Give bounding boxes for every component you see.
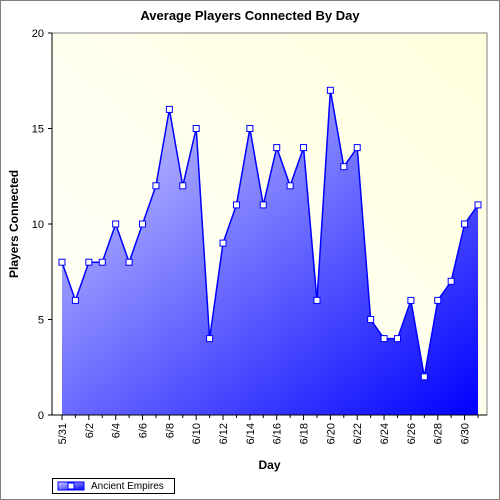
- data-point: [259, 201, 267, 209]
- data-point: [219, 239, 227, 247]
- x-tick-label: 6/22: [352, 423, 364, 444]
- data-point: [474, 201, 482, 209]
- data-point: [125, 258, 133, 266]
- y-tick-label: 10: [32, 219, 44, 231]
- data-point: [192, 125, 200, 132]
- data-point: [407, 296, 415, 304]
- data-point: [206, 335, 214, 343]
- x-tick-label: 5/31: [57, 423, 69, 444]
- data-point: [420, 373, 428, 381]
- data-point: [367, 316, 375, 323]
- data-point: [273, 144, 281, 152]
- chart-title: Average Players Connected By Day: [140, 8, 360, 23]
- y-tick-label: 0: [38, 410, 44, 422]
- data-point: [434, 296, 442, 304]
- data-point: [112, 220, 120, 228]
- data-point: [71, 296, 79, 304]
- x-tick-label: 6/24: [379, 423, 391, 444]
- data-point: [98, 258, 106, 266]
- legend-swatch: [57, 481, 85, 491]
- x-axis-label: Day: [258, 458, 280, 472]
- x-tick-label: 6/26: [406, 423, 418, 444]
- x-tick-label: 6/4: [111, 423, 123, 438]
- data-point: [232, 201, 240, 209]
- data-point: [139, 220, 147, 228]
- x-tick-label: 6/14: [245, 423, 257, 444]
- legend-label: Ancient Empires: [91, 480, 164, 492]
- y-tick-label: 15: [32, 124, 44, 136]
- y-tick-label: 20: [32, 28, 44, 40]
- x-tick-label: 6/12: [218, 423, 230, 444]
- data-point: [326, 86, 334, 94]
- data-point: [447, 277, 455, 285]
- x-tick-label: 6/16: [272, 423, 284, 444]
- y-axis-label: Players Connected: [7, 170, 21, 278]
- series-area-ancient-empires: [62, 90, 478, 416]
- data-point: [286, 182, 294, 190]
- data-point: [353, 144, 361, 152]
- x-tick-label: 6/10: [191, 423, 203, 444]
- data-point: [85, 258, 93, 266]
- x-tick-label: 6/20: [325, 423, 337, 444]
- x-tick-label: 6/28: [433, 423, 445, 444]
- x-tick-label: 6/2: [84, 423, 96, 438]
- data-point: [300, 144, 308, 152]
- data-point: [393, 335, 401, 343]
- data-point: [340, 163, 348, 171]
- data-point: [313, 296, 321, 304]
- data-point: [152, 182, 160, 190]
- data-point: [380, 335, 388, 343]
- data-point: [246, 125, 254, 132]
- x-tick-label: 6/6: [138, 423, 150, 438]
- x-tick-label: 6/30: [460, 423, 472, 444]
- x-tick-label: 6/8: [164, 423, 176, 438]
- data-point: [165, 105, 173, 113]
- x-tick-label: 6/18: [299, 423, 311, 444]
- data-point: [179, 182, 187, 190]
- y-tick-label: 5: [38, 315, 44, 327]
- data-point: [461, 220, 469, 228]
- data-point: [58, 258, 66, 266]
- legend: Ancient Empires: [52, 478, 175, 494]
- series-line-ancient-empires: [61, 90, 479, 377]
